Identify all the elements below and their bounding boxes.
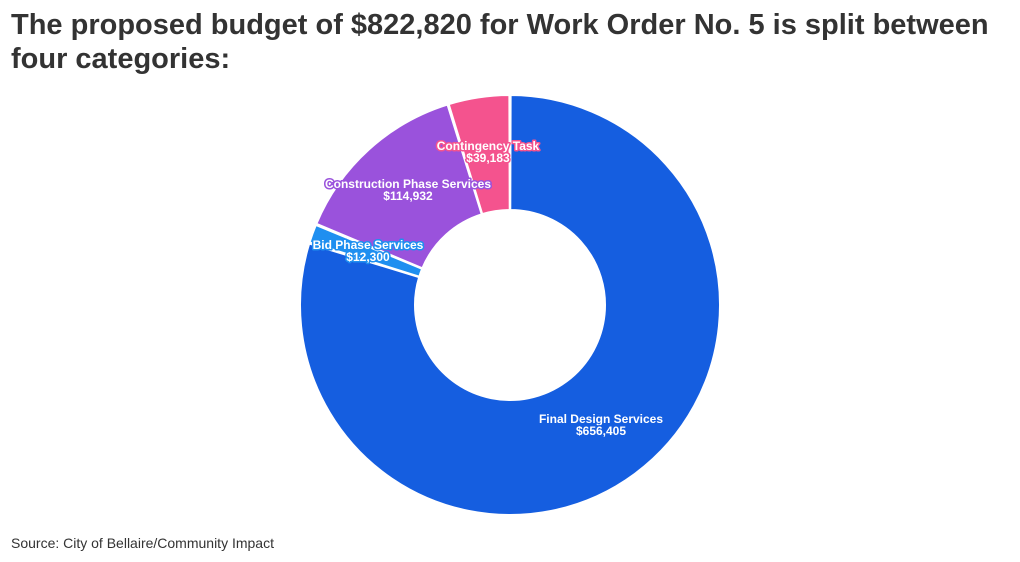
- value-final-design-services: $656,405: [576, 424, 626, 438]
- value-bid-phase-services: $12,300: [346, 250, 390, 264]
- source-note: Source: City of Bellaire/Community Impac…: [11, 535, 274, 551]
- label-final-design-services: Final Design Services: [539, 412, 663, 426]
- chart-title: The proposed budget of $822,820 for Work…: [11, 9, 989, 75]
- label-bid-phase-services: Bid Phase Services: [313, 238, 424, 252]
- donut-labels: Final Design Services$656,405 Bid Phase S…: [311, 138, 665, 440]
- donut-slices: [299, 93, 721, 516]
- slice-construction-phase-services: [315, 103, 483, 270]
- slice-final-design-services: [299, 93, 721, 516]
- label-contingency-task: Contingency Task: [437, 139, 540, 153]
- value-construction-phase-services: $114,932: [383, 189, 433, 203]
- value-contingency-task: $39,183: [466, 151, 510, 165]
- slice-contingency-task: [447, 93, 511, 216]
- label-construction-phase-services: Construction Phase Services: [325, 177, 491, 191]
